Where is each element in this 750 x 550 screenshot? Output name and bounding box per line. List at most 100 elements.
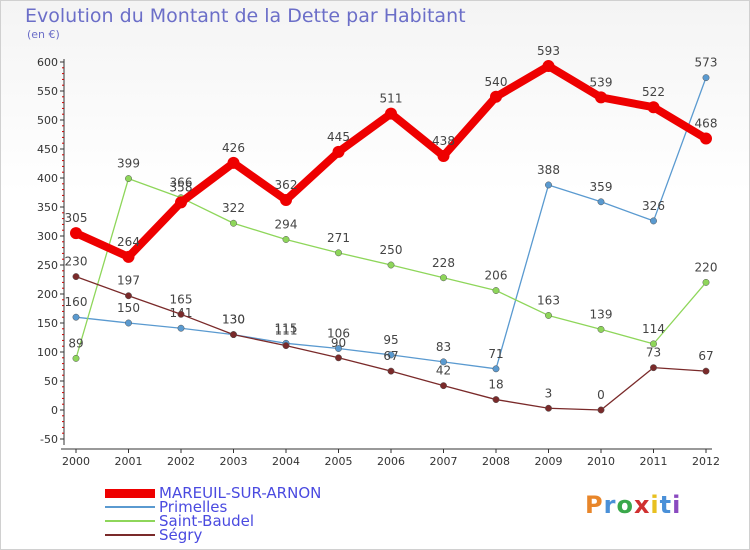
data-label: 67 [383, 349, 398, 363]
data-point [335, 249, 342, 257]
y-tick-label: 450 [37, 143, 58, 156]
y-tick-label: -50 [40, 433, 58, 446]
x-tick-label: 2011 [640, 455, 668, 468]
legend-item: Saint-Baudel [105, 512, 254, 530]
data-label: 264 [117, 235, 140, 249]
data-point [122, 250, 135, 263]
data-point [230, 219, 237, 227]
legend-swatch [105, 520, 155, 522]
data-label: 130 [222, 313, 245, 327]
data-label: 139 [590, 307, 613, 321]
data-point [125, 175, 132, 183]
data-label: 326 [642, 199, 665, 213]
data-label: 438 [432, 134, 455, 148]
data-point [650, 340, 657, 348]
legend-item: Ségry [105, 526, 203, 544]
legend-swatch [105, 534, 155, 536]
data-label: 250 [380, 243, 403, 257]
data-point [385, 107, 397, 120]
data-point [702, 278, 710, 286]
data-point [72, 354, 80, 362]
series-line-1 [75, 77, 707, 370]
data-label: 67 [698, 349, 713, 363]
data-point [387, 367, 395, 375]
data-point [437, 149, 450, 162]
data-point [490, 90, 502, 103]
x-tick-label: 2000 [62, 455, 90, 468]
y-tick-label: 400 [37, 172, 58, 185]
data-label: 426 [222, 141, 245, 155]
data-label: 89 [68, 336, 83, 350]
data-label: 95 [383, 333, 398, 347]
legend-label: Ségry [159, 526, 203, 544]
data-label: 71 [488, 347, 503, 361]
legend-swatch [105, 506, 155, 508]
data-point [230, 331, 237, 339]
data-label: 115 [275, 321, 298, 335]
data-label: 197 [117, 274, 140, 288]
data-label: 468 [695, 117, 718, 131]
data-point [125, 319, 132, 327]
legend-swatch [105, 488, 155, 498]
y-tick-label: 150 [37, 317, 58, 330]
legend-item: Primelles [105, 498, 228, 516]
data-label: 539 [590, 75, 613, 89]
data-point [700, 132, 712, 145]
legend-label: Primelles [159, 498, 228, 516]
data-point [492, 287, 500, 294]
y-tick-label: 50 [44, 375, 58, 388]
x-tick-label: 2010 [587, 455, 615, 468]
data-point [125, 292, 132, 300]
data-point [335, 354, 342, 362]
data-label: 573 [695, 56, 718, 70]
x-tick-label: 2002 [167, 455, 195, 468]
legend-item: MAREUIL-SUR-ARNON [105, 484, 321, 502]
data-label: 206 [485, 269, 508, 283]
data-point [440, 274, 447, 282]
data-label: 366 [170, 176, 193, 190]
data-point [280, 194, 292, 207]
data-label: 130 [222, 313, 245, 327]
data-label: 111 [275, 324, 298, 338]
data-label: 358 [170, 180, 193, 194]
data-point [440, 382, 447, 390]
y-tick-label: 350 [37, 201, 58, 214]
data-point [440, 358, 447, 366]
data-point [542, 60, 555, 73]
data-point [597, 325, 605, 333]
y-tick-label: 500 [37, 114, 58, 127]
data-point [647, 101, 660, 114]
data-point [227, 156, 240, 169]
data-label: 18 [488, 378, 503, 392]
y-tick-label: 0 [51, 404, 58, 417]
data-point [282, 236, 290, 243]
data-label: 593 [537, 44, 560, 58]
data-label: 83 [436, 340, 451, 354]
data-point [545, 404, 552, 412]
data-label: 0 [597, 388, 605, 402]
y-tick-label: 200 [37, 288, 58, 301]
x-tick-label: 2007 [430, 455, 458, 468]
data-point [72, 273, 80, 281]
data-point [175, 196, 187, 209]
data-label: 359 [590, 180, 613, 194]
data-point [332, 145, 345, 158]
x-tick-label: 2006 [377, 455, 405, 468]
chart-title: Evolution du Montant de la Dette par Hab… [25, 5, 466, 27]
data-point [650, 364, 657, 372]
x-tick-label: 2004 [272, 455, 300, 468]
data-label: 114 [642, 322, 665, 336]
data-label: 522 [642, 85, 665, 99]
data-point [177, 324, 185, 332]
chart-subtitle: (en €) [27, 28, 60, 41]
data-label: 3 [545, 386, 553, 400]
data-label: 445 [327, 130, 350, 144]
data-label: 388 [537, 163, 560, 177]
data-point [702, 74, 710, 82]
y-tick-label: 100 [37, 346, 58, 359]
data-label: 220 [695, 260, 718, 274]
data-label: 322 [222, 201, 245, 215]
data-point [387, 261, 395, 269]
